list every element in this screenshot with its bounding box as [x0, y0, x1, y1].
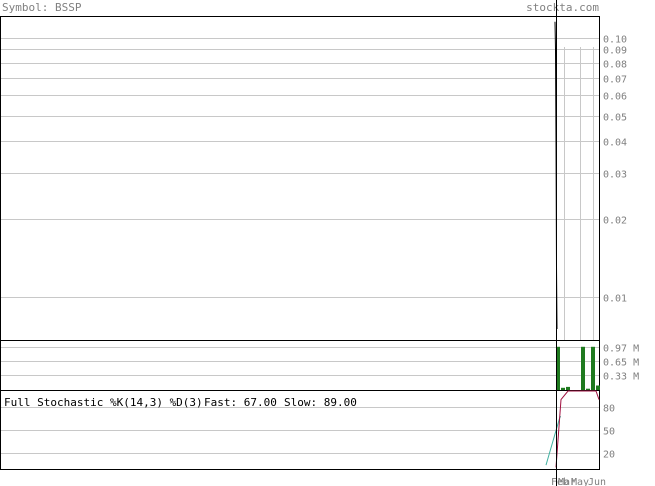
price-panel: 0.100.09 0.08 0.07 0.06 0.05 0.04 0.03 0.02 0.01 [0, 16, 627, 341]
stochastic-tick-label: 50 [603, 427, 615, 438]
volume-tick-label: 0.33 M [603, 372, 639, 383]
volume-tick-label: 0.65 M [603, 358, 639, 369]
stochastic-tick-label: 80 [603, 404, 615, 415]
site-label: stockta.com [526, 1, 599, 14]
stochastic-panel: 80 50 20 Full Stochastic %K(14,3) %D(3) Fa… [0, 390, 615, 470]
price-axis-labels: 0.100.09 0.08 0.07 0.06 0.05 0.04 0.03 0.02 0.01 [603, 35, 627, 305]
volume-bars [556, 346, 600, 390]
price-tick-label: 0.03 [603, 170, 627, 181]
volume-tick-label: 0.97 M [603, 344, 639, 355]
price-tick-label: 0.05 [603, 113, 627, 124]
price-tick-label: 0.07 [603, 75, 627, 86]
volume-panel: 0.97 M 0.65 M 0.33 M [0, 340, 639, 391]
volume-axis-labels: 0.97 M 0.65 M 0.33 M [603, 344, 639, 383]
symbol-label: Symbol: BSSP [2, 1, 82, 14]
volume-bar [596, 385, 600, 390]
price-tick-label: 0.01 [603, 294, 627, 305]
price-tick-label: 0.09 [603, 46, 627, 57]
volume-bar [561, 387, 565, 390]
volume-bar [581, 346, 585, 390]
stochastic-tick-label: 20 [603, 450, 615, 461]
price-tick-label: 0.06 [603, 92, 627, 103]
price-tick-label: 0.02 [603, 216, 627, 227]
stochastic-slow-line [555, 390, 600, 468]
price-tick-label: 0.10 [603, 35, 627, 46]
volume-bar [586, 388, 590, 390]
stochastic-gridlines [1, 407, 599, 454]
volume-gridlines [1, 347, 599, 376]
stochastic-panel-frame [0, 390, 600, 470]
x-tick-label: May [571, 477, 589, 486]
volume-bar [591, 346, 595, 390]
stochastic-title: Full Stochastic %K(14,3) %D(3) [4, 396, 203, 409]
stochastic-axis-labels: 80 50 20 [603, 404, 615, 461]
stochastic-slow-label: Slow: 89.00 [284, 396, 357, 409]
stochastic-fast-label: Fast: 67.00 [204, 396, 277, 409]
price-vertical-gridlines [564, 47, 594, 340]
volume-bar [566, 386, 570, 390]
price-gridlines [1, 38, 599, 298]
price-tick-label: 0.04 [603, 138, 627, 149]
x-tick-label: Mar [558, 477, 576, 486]
price-tick-label: 0.08 [603, 60, 627, 71]
volume-bar [556, 346, 560, 390]
price-panel-frame [0, 16, 600, 341]
x-tick-label: Jun [588, 477, 606, 486]
x-tick-label: Feb [551, 477, 569, 486]
